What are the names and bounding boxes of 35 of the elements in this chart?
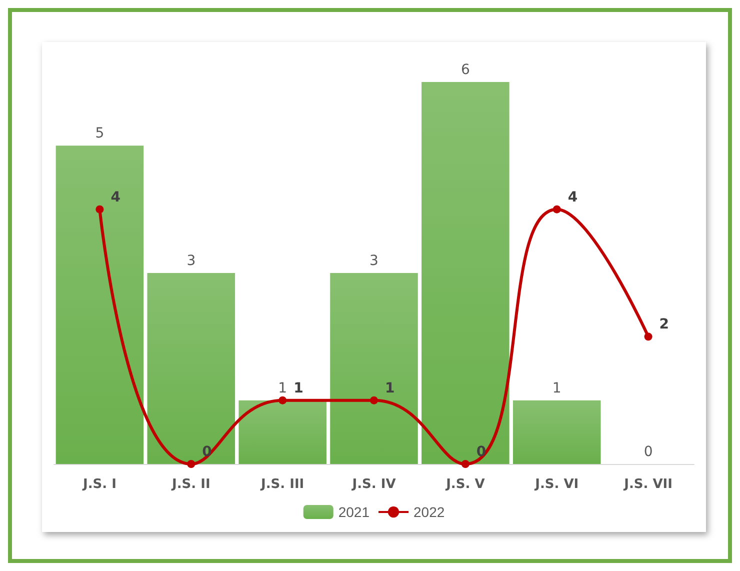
point: [461, 460, 470, 468]
data-label: 3: [186, 253, 196, 269]
bar: [238, 400, 326, 464]
point: [552, 205, 561, 214]
data-label: 3: [370, 253, 378, 269]
point: [370, 396, 378, 404]
data-label: 0: [476, 444, 486, 460]
x-tick-label: J.S. V: [445, 477, 485, 492]
data-label: 1: [385, 380, 395, 396]
legend-label: 2021: [338, 504, 370, 520]
bar: [330, 273, 418, 464]
point: [96, 205, 104, 214]
x-tick-label: J.S. II: [171, 477, 210, 492]
x-tick-label: J.S. VII: [623, 477, 672, 492]
x-tick-label: J.S. IV: [351, 477, 396, 492]
data-label: 1: [552, 380, 562, 396]
x-tick-label: J.S. VI: [534, 477, 579, 492]
data-label: 5: [95, 126, 104, 142]
x-tick-label: J.S. III: [260, 477, 304, 492]
data-label: 4: [568, 189, 578, 206]
data-label: 6: [460, 62, 470, 78]
point: [278, 396, 287, 404]
point: [644, 332, 652, 341]
data-label: 2: [659, 316, 670, 333]
bar: [147, 273, 236, 464]
point: [187, 460, 196, 468]
x-tick-label: J.S. I: [82, 477, 116, 492]
bar: [422, 82, 510, 464]
data-label: 4: [110, 189, 121, 206]
data-label: 1: [278, 380, 288, 396]
bar: [512, 400, 601, 464]
bar: [56, 146, 144, 464]
legend-label: 2022: [414, 504, 445, 520]
data-label: 1: [294, 380, 304, 396]
data-label: 0: [644, 444, 653, 460]
